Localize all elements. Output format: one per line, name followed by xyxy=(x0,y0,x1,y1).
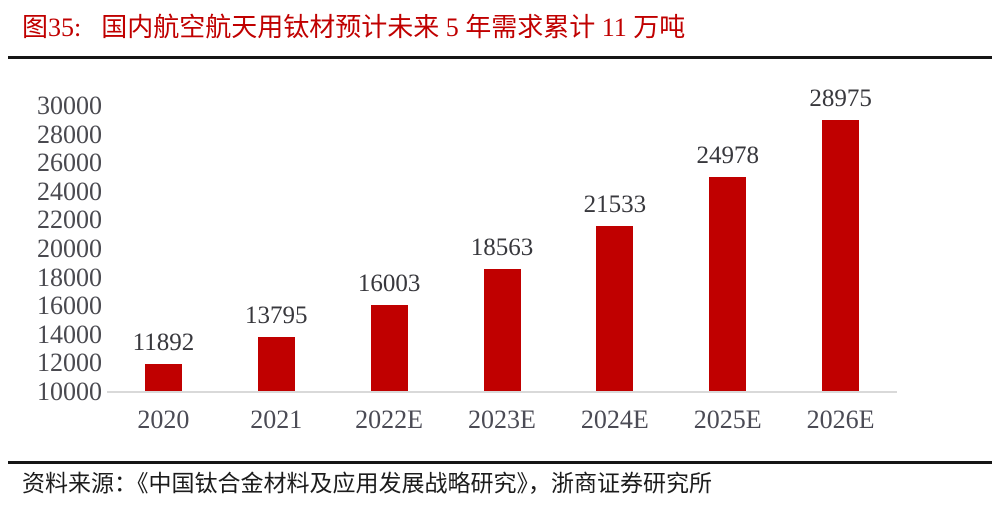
bar-value-label: 16003 xyxy=(357,270,421,297)
y-axis-tick-label: 10000 xyxy=(37,377,102,406)
figure-title-text: 国内航空航天用钛材预计未来 5 年需求累计 11 万吨 xyxy=(101,13,686,42)
source-label: 资料来源： xyxy=(22,471,137,496)
source-text: 《中国钛合金材料及应用发展战略研究》，浙商证券研究所 xyxy=(137,471,712,496)
x-axis-tick-label: 2026E xyxy=(806,405,875,434)
y-axis-tick-label: 16000 xyxy=(37,291,102,321)
y-axis-tick-label: 18000 xyxy=(37,262,102,292)
x-axis-tick-label: 2024E xyxy=(580,405,649,434)
title-divider-line xyxy=(8,56,992,59)
y-axis-tick-label: 24000 xyxy=(37,176,102,206)
bar-value-label: 18563 xyxy=(470,234,534,261)
plot-area: 11892 2020 13795 2021 16003 2022E 18563 2023E 21… xyxy=(107,75,897,445)
bar xyxy=(822,120,860,391)
figure-title: 图35: 国内航空航天用钛材预计未来 5 年需求累计 11 万吨 xyxy=(22,12,685,44)
bar xyxy=(709,177,747,391)
x-axis-line xyxy=(107,391,897,393)
y-axis-tick-label: 12000 xyxy=(37,348,102,378)
y-axis-tick-label: 28000 xyxy=(37,119,102,149)
x-axis-tick-label: 2020 xyxy=(137,405,190,434)
y-axis-tick-label: 14000 xyxy=(37,319,102,349)
figure-number-label: 图35: xyxy=(22,13,82,42)
x-axis-tick-label: 2022E xyxy=(355,405,424,434)
y-axis-tick-label: 26000 xyxy=(37,148,102,178)
x-axis-tick-label: 2025E xyxy=(693,405,762,434)
x-axis-tick-label: 2023E xyxy=(468,405,536,434)
y-axis-tick-label: 20000 xyxy=(37,234,102,263)
bar-chart: 10000 12000 14000 16000 18000 20000 22000 24000… xyxy=(0,75,1000,445)
bar xyxy=(257,337,295,391)
bar xyxy=(596,226,634,391)
bar-value-label: 13795 xyxy=(245,302,308,329)
source-note: 资料来源：《中国钛合金材料及应用发展战略研究》，浙商证券研究所 xyxy=(22,470,712,498)
y-axis-tick-label: 30000 xyxy=(37,91,102,120)
bar xyxy=(483,269,521,391)
bar xyxy=(370,305,408,391)
y-axis-tick-label: 22000 xyxy=(37,205,102,235)
bar-value-label: 28975 xyxy=(809,85,872,112)
bar xyxy=(144,364,182,391)
bar-value-label: 24978 xyxy=(696,142,759,169)
bar-value-label: 11892 xyxy=(132,329,195,356)
source-divider-line xyxy=(8,461,992,464)
bar-value-label: 21533 xyxy=(583,191,647,218)
x-axis-tick-label: 2021 xyxy=(250,405,303,434)
